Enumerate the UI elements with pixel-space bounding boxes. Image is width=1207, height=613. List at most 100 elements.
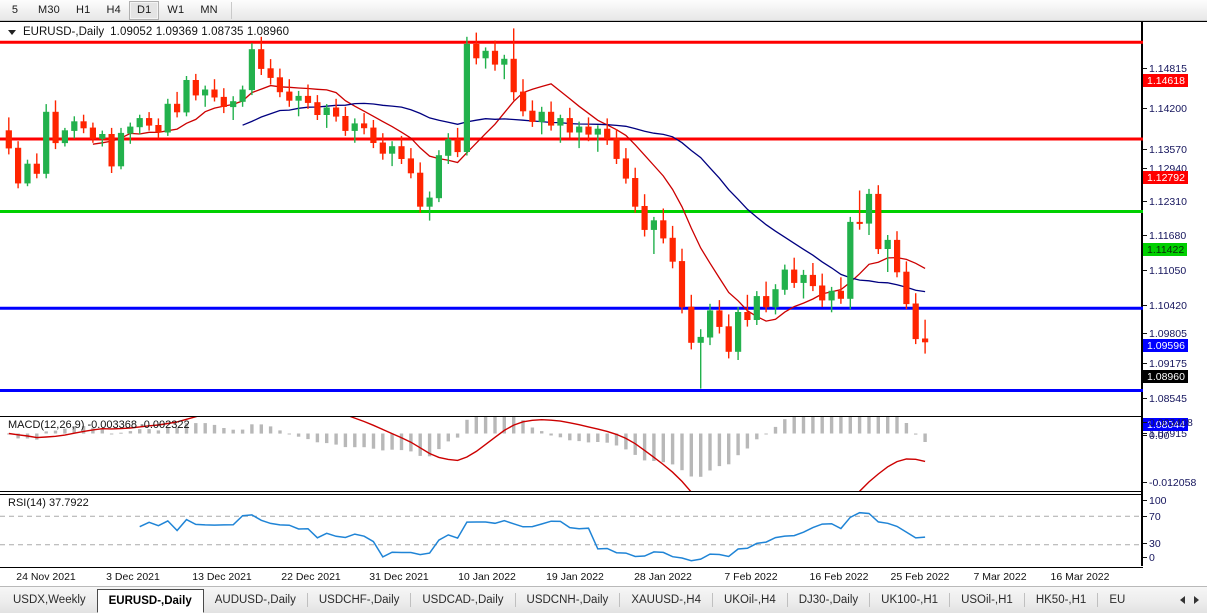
price-tick-label: 1.12310 [1149, 195, 1187, 208]
timeframe-button-m30[interactable]: M30 [38, 4, 60, 16]
price-tick: 1.13570 [1143, 143, 1187, 156]
price-level-label-red[interactable]: 1.12792 [1143, 171, 1188, 184]
time-tick-label: 28 Jan 2022 [634, 571, 692, 583]
tab-separator [306, 593, 308, 607]
chart-tab-hk50--h1[interactable]: HK50-,H1 [1035, 594, 1087, 606]
price-level-label-black[interactable]: 1.08960 [1143, 370, 1188, 383]
macd-label: MACD(12,26,9) -0.003368 -0.002322 [8, 419, 190, 431]
timeframe-button-w1[interactable]: W1 [167, 4, 185, 16]
scroll-right-icon[interactable] [1194, 596, 1199, 604]
tab-separator [711, 593, 713, 607]
time-tick-label: 7 Mar 2022 [973, 571, 1027, 583]
price-tick-label: 1.11680 [1149, 229, 1187, 242]
tab-separator [1023, 593, 1025, 607]
rsi-tick-label: 70 [1149, 510, 1161, 523]
chart-tab-eurusd--daily[interactable]: EURUSD-,Daily [96, 589, 204, 613]
macd-tick-label: -0.012058 [1149, 476, 1197, 489]
chart-tab-uk100--h1[interactable]: UK100-,H1 [881, 594, 939, 606]
chart-tab-bar: USDX,Weekly EURUSD-,Daily AUDUSD-,Daily USD… [0, 586, 1207, 613]
price-tick: 1.14200 [1143, 102, 1187, 115]
timeframe-button-mn[interactable]: MN [200, 4, 218, 16]
price-tick-label: 1.13570 [1149, 143, 1187, 156]
time-tick-label: 16 Feb 2022 [809, 571, 869, 583]
tab-separator [619, 593, 621, 607]
price-tick-label: 1.09175 [1149, 357, 1187, 370]
chart-tab-xauusd--h4[interactable]: XAUUSD-,H4 [631, 594, 701, 606]
time-tick-label: 16 Mar 2022 [1050, 571, 1110, 583]
candlestick-chart [0, 28, 1143, 392]
time-tick-label: 22 Dec 2021 [281, 571, 341, 583]
time-axis[interactable]: 24 Nov 2021 3 Dec 2021 13 Dec 2021 22 Dec 2… [0, 567, 1143, 587]
chart-tab-dj30--daily[interactable]: DJ30-,Daily [798, 594, 859, 606]
macd-chart [7, 417, 927, 491]
rsi-tick-label: 100 [1149, 494, 1167, 507]
chevron-down-icon[interactable] [8, 29, 16, 35]
rsi-tick: 0 [1143, 551, 1155, 564]
chart-tab-usoil--h1[interactable]: USOil-,H1 [961, 594, 1013, 606]
price-level-label-green[interactable]: 1.11422 [1143, 243, 1188, 256]
plot-area-border [0, 22, 1143, 566]
price-tick: 1.08545 [1143, 392, 1187, 405]
chart-symbol-header: EURUSD-,Daily 1.09052 1.09369 1.08735 1.… [8, 26, 289, 38]
rsi-tick: 70 [1143, 510, 1161, 523]
time-tick-label: 10 Jan 2022 [458, 571, 516, 583]
price-tick-label: 1.14200 [1149, 102, 1187, 115]
price-tick-label: 1.14815 [1149, 62, 1187, 75]
tab-separator [869, 593, 871, 607]
price-tick-label: 1.10420 [1149, 299, 1187, 312]
macd-tick: 0.00 [1143, 429, 1169, 442]
time-tick-label: 24 Nov 2021 [16, 571, 76, 583]
chart-tab-audusd--daily[interactable]: AUDUSD-,Daily [214, 594, 296, 606]
rsi-tick: 100 [1143, 494, 1167, 507]
tab-separator [1097, 593, 1099, 607]
time-tick-label: 31 Dec 2021 [369, 571, 429, 583]
rsi-pane[interactable]: RSI(14) 37.7922 [0, 494, 1143, 566]
macd-pane[interactable]: MACD(12,26,9) -0.003368 -0.002322 [0, 416, 1143, 492]
chart-tab-ukoil--h4[interactable]: UKOil-,H4 [723, 594, 776, 606]
price-tick-label: 1.11050 [1149, 264, 1187, 277]
tab-separator [786, 593, 788, 607]
tab-separator [514, 593, 516, 607]
chart-tab-usdcnh--daily[interactable]: USDCNH-,Daily [526, 594, 609, 606]
chart-tab-usdx-weekly[interactable]: USDX,Weekly [13, 594, 86, 606]
price-tick-label: 1.08545 [1149, 392, 1187, 405]
timeframe-button-d1[interactable]: D1 [128, 0, 160, 20]
timeframe-button-5[interactable]: 5 [11, 4, 19, 16]
timeframe-button-h1[interactable]: H1 [76, 4, 91, 16]
time-tick-label: 19 Jan 2022 [546, 571, 604, 583]
price-level-label-blue[interactable]: 1.08044 [1143, 418, 1188, 431]
price-level-label-red[interactable]: 1.14618 [1143, 74, 1188, 87]
chart-symbol-label: EURUSD-,Daily [23, 26, 105, 38]
price-tick: 1.11050 [1143, 264, 1186, 277]
tab-scroll-controls[interactable] [1172, 587, 1207, 613]
rsi-tick-label: 0 [1149, 551, 1155, 564]
rsi-tick-label: 30 [1149, 537, 1161, 550]
chart-frame: EURUSD-,Daily 1.09052 1.09369 1.08735 1.… [0, 21, 1207, 586]
price-axis[interactable]: 1.14815 1.14200 1.13570 1.12940 1.12310 1.116… [1143, 22, 1207, 566]
price-tick-label: 1.09805 [1149, 327, 1187, 340]
scroll-left-icon[interactable] [1180, 596, 1185, 604]
tab-separator [949, 593, 951, 607]
macd-tick: -0.012058 [1143, 476, 1196, 489]
chart-tab-eu[interactable]: EU [1109, 594, 1126, 606]
macd-tick: 0.003408 [1143, 416, 1193, 429]
price-pane[interactable] [0, 22, 1143, 414]
time-tick-label: 7 Feb 2022 [724, 571, 778, 583]
time-tick-label: 3 Dec 2021 [106, 571, 160, 583]
chart-ohlc-values: 1.09052 1.09369 1.08735 1.08960 [110, 26, 290, 38]
tab-separator [410, 593, 412, 607]
timeframe-toolbar: 5 M30 H1 H4 D1 W1 MN [0, 0, 1207, 21]
chart-tab-usdchf--daily[interactable]: USDCHF-,Daily [318, 594, 400, 606]
price-tick: 1.09805 [1143, 327, 1187, 340]
price-tick: 1.11680 [1143, 229, 1186, 242]
rsi-label: RSI(14) 37.7922 [8, 497, 89, 509]
macd-tick-label: 0.003408 [1149, 416, 1193, 429]
time-tick-label: 25 Feb 2022 [890, 571, 950, 583]
price-tick: 1.12310 [1143, 195, 1187, 208]
time-tick-label: 13 Dec 2021 [192, 571, 252, 583]
timeframe-button-h4[interactable]: H4 [106, 4, 121, 16]
price-level-label-blue[interactable]: 1.09596 [1143, 339, 1188, 352]
chart-tab-usdcad--daily[interactable]: USDCAD-,Daily [422, 594, 504, 606]
rsi-tick: 30 [1143, 537, 1161, 550]
